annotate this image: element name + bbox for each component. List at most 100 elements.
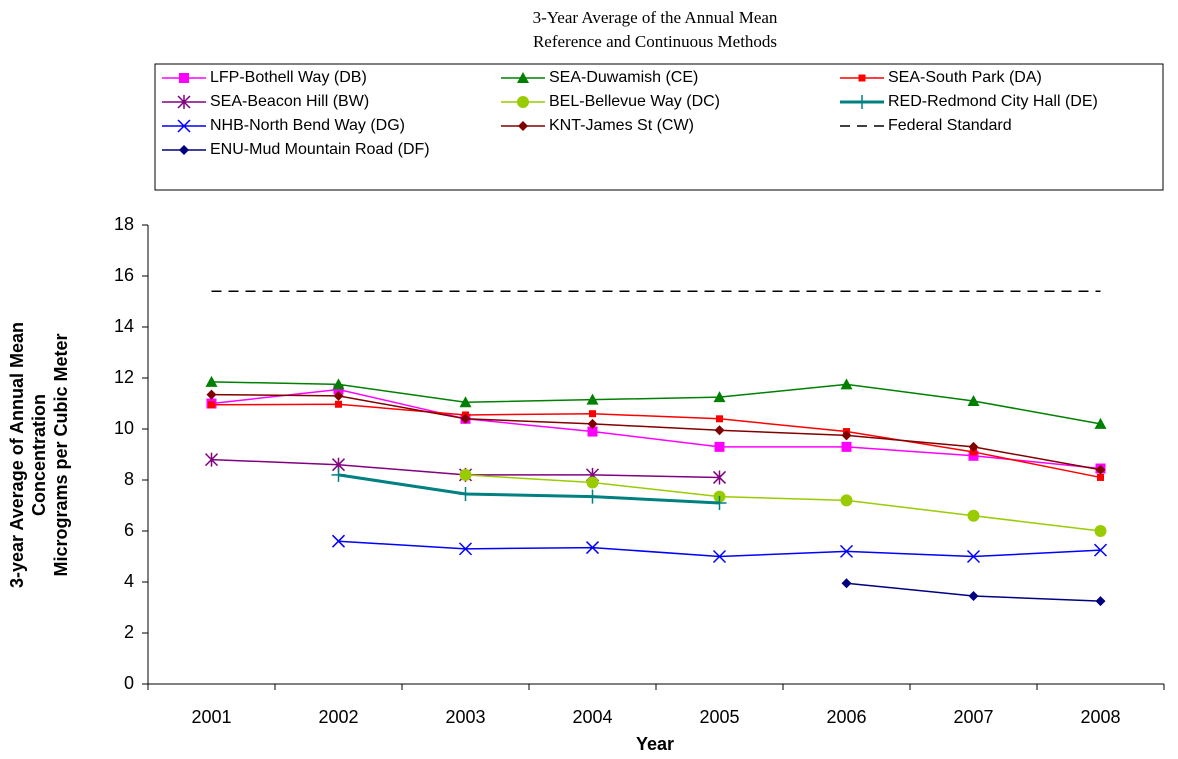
marker (459, 468, 472, 481)
marker (585, 541, 600, 555)
marker (714, 425, 725, 436)
marker (1095, 596, 1106, 607)
series-line (338, 473, 720, 505)
series-line (465, 474, 1101, 532)
x-tick-label: 2006 (826, 707, 866, 727)
series-line (338, 540, 1101, 558)
marker (332, 378, 345, 390)
marker (586, 393, 599, 405)
chart-title: 3-Year Average of the Annual Mean (533, 8, 778, 27)
legend-label: ENU-Mud Mountain Road (DF) (210, 141, 430, 158)
marker (177, 119, 191, 133)
marker (1094, 417, 1107, 429)
legend-label: KNT-James St (CW) (549, 117, 694, 134)
marker (518, 121, 528, 131)
marker (858, 74, 866, 82)
y-tick-label: 0 (124, 673, 134, 693)
y-axis-title-line: 3-year Average of Annual Mean (7, 322, 27, 588)
x-axis-title: Year (636, 734, 674, 754)
marker (333, 390, 344, 401)
marker (179, 73, 189, 83)
y-axis-title-line: Micrograms per Cubic Meter (51, 333, 71, 576)
y-tick-label: 18 (114, 214, 134, 234)
legend-label: SEA-South Park (DA) (888, 69, 1042, 86)
x-tick-label: 2002 (318, 707, 358, 727)
marker (517, 96, 529, 108)
marker (967, 394, 980, 406)
marker (967, 509, 980, 522)
series-line (211, 381, 1101, 425)
marker (589, 410, 596, 418)
marker (177, 95, 191, 109)
marker (333, 384, 344, 395)
legend-label: RED-Redmond City Hall (DE) (888, 93, 1098, 110)
marker (966, 549, 981, 564)
marker (716, 415, 723, 423)
marker (586, 476, 599, 489)
x-tick-label: 2001 (191, 707, 231, 727)
legend-label: Federal Standard (888, 117, 1012, 134)
series-line (211, 388, 1101, 470)
marker (713, 391, 726, 403)
marker (968, 591, 979, 602)
marker (840, 494, 853, 507)
marker (204, 452, 219, 467)
marker (1094, 525, 1107, 537)
y-tick-label: 6 (124, 520, 134, 540)
marker (205, 375, 218, 387)
y-axis-title-line: Concentration (29, 394, 49, 516)
marker (714, 441, 725, 452)
marker (968, 450, 979, 461)
legend-label: NHB-North Bend Way (DG) (210, 117, 405, 134)
marker (517, 72, 529, 83)
legend-box (154, 63, 1164, 191)
y-tick-label: 16 (114, 265, 134, 285)
chart-subtitle: Reference and Continuous Methods (533, 32, 777, 51)
marker (970, 448, 977, 456)
y-tick-label: 4 (124, 571, 134, 591)
series-line (211, 393, 1101, 471)
marker (335, 400, 342, 408)
marker (841, 430, 852, 441)
marker (179, 145, 189, 155)
marker (459, 396, 472, 408)
x-tick-label: 2005 (699, 707, 739, 727)
legend-label: SEA-Duwamish (CE) (549, 69, 698, 86)
marker (206, 389, 217, 400)
y-axis-title: 3-year Average of Annual Mean Concentrat… (7, 322, 71, 588)
marker (855, 95, 869, 109)
marker (587, 426, 598, 437)
marker (712, 549, 727, 564)
y-tick-label: 12 (114, 367, 134, 387)
marker (840, 378, 853, 390)
marker (1093, 543, 1108, 557)
marker (331, 467, 346, 482)
x-tick-label: 2004 (572, 707, 612, 727)
legend-label: BEL-Bellevue Way (DC) (549, 93, 720, 110)
y-tick-label: 14 (114, 316, 134, 336)
marker (585, 489, 600, 504)
x-tick-label: 2007 (953, 707, 993, 727)
marker (841, 441, 852, 452)
x-tick-label: 2008 (1080, 707, 1120, 727)
legend-label: LFP-Bothell Way (DB) (210, 69, 367, 86)
legend-label: SEA-Beacon Hill (BW) (210, 93, 369, 110)
marker (331, 534, 346, 548)
marker (587, 418, 598, 429)
marker (1095, 464, 1106, 475)
marker (460, 413, 471, 424)
series-line (211, 403, 1101, 479)
y-tick-label: 10 (114, 418, 134, 438)
marker (841, 578, 852, 589)
marker (712, 470, 727, 485)
marker (839, 544, 854, 558)
x-tick-label: 2003 (445, 707, 485, 727)
y-tick-label: 2 (124, 622, 134, 642)
marker (458, 542, 473, 556)
marker (712, 495, 727, 510)
marker (458, 487, 473, 502)
y-tick-label: 8 (124, 469, 134, 489)
marker (208, 401, 215, 409)
marker (1097, 473, 1104, 481)
